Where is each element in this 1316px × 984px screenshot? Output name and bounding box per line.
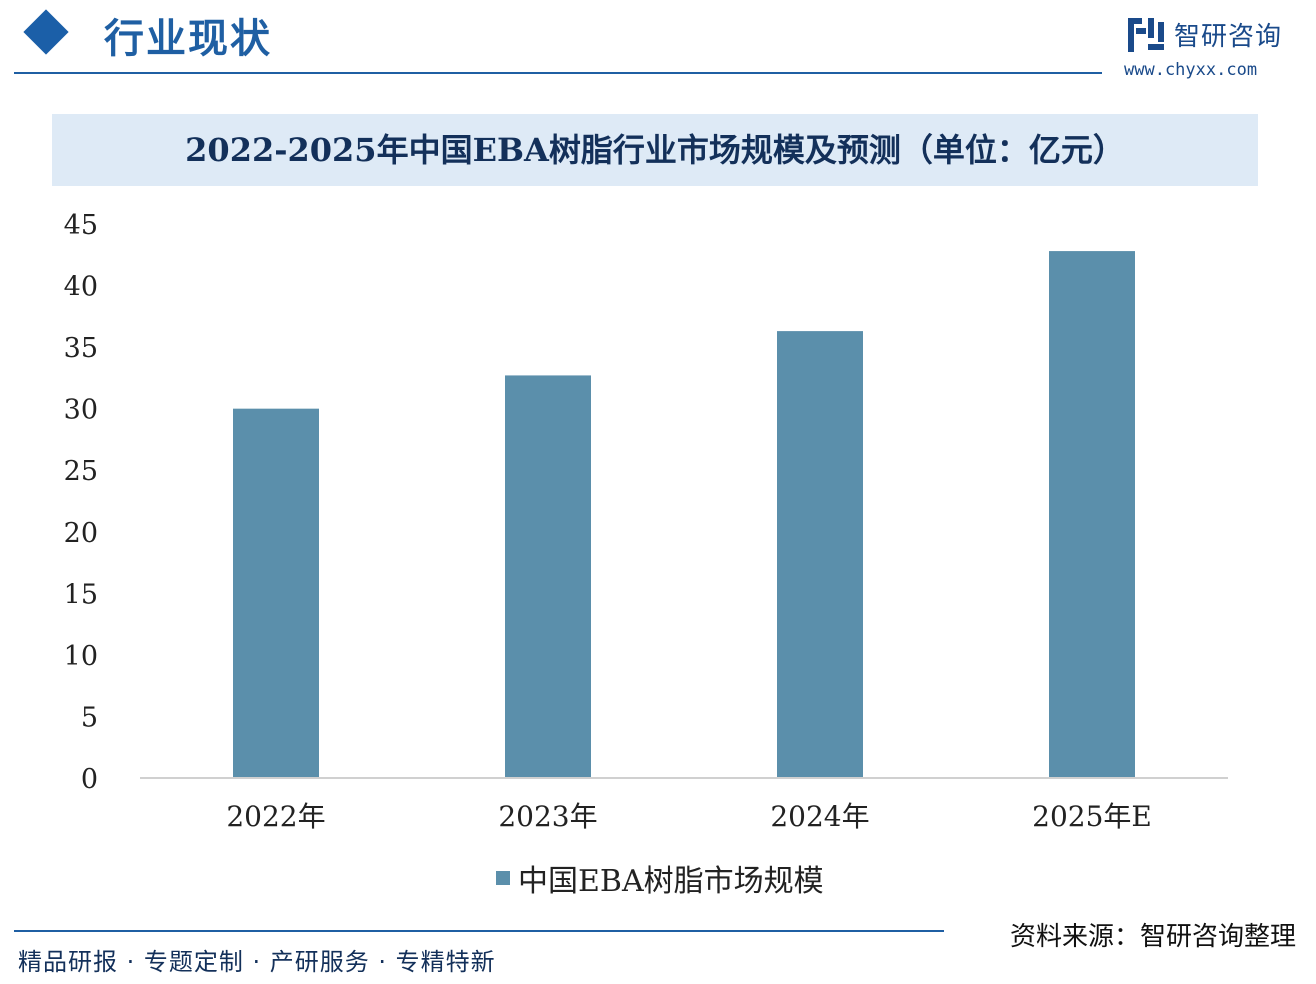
legend: 中国EBA树脂市场规模	[496, 858, 824, 899]
section-title: 行业现状	[104, 16, 272, 62]
y-tick-label: 25	[64, 456, 98, 487]
y-axis: 0 5 10 15 20 25 30 35 40 45	[64, 210, 98, 795]
brand-block: 智研咨询 www.chyxx.com	[1124, 14, 1294, 84]
x-category-label: 2025年E	[1032, 800, 1152, 833]
chart-title-banner: 2022-2025年中国EBA树脂行业市场规模及预测（单位：亿元）	[52, 114, 1258, 186]
y-tick-label: 0	[81, 764, 98, 795]
x-axis: 2022年 2023年 2024年 2025年E	[140, 777, 1228, 833]
brand-logo-icon	[1128, 18, 1164, 52]
footer-tagline: 精品研报 · 专题定制 · 产研服务 · 专精特新	[18, 948, 496, 976]
brand-url: www.chyxx.com	[1124, 60, 1258, 80]
x-category-label: 2023年	[498, 800, 597, 833]
bar	[233, 408, 319, 778]
y-tick-label: 35	[64, 333, 98, 364]
bar	[505, 375, 591, 778]
y-tick-label: 40	[64, 272, 98, 303]
bar	[1049, 251, 1135, 778]
y-tick-label: 10	[64, 641, 98, 672]
header-divider	[14, 72, 1102, 74]
y-tick-label: 15	[64, 579, 98, 610]
legend-label: 中国EBA树脂市场规模	[518, 864, 824, 899]
y-tick-label: 30	[64, 395, 98, 426]
y-tick-label: 5	[81, 702, 98, 733]
y-tick-label: 45	[64, 210, 98, 241]
bar	[777, 331, 863, 778]
x-category-label: 2024年	[770, 800, 869, 833]
brand-name: 智研咨询	[1174, 22, 1283, 52]
y-tick-label: 20	[64, 518, 98, 549]
legend-swatch	[496, 871, 510, 885]
x-category-label: 2022年	[226, 800, 325, 833]
bars	[233, 251, 1135, 778]
chart-title: 2022-2025年中国EBA树脂行业市场规模及预测（单位：亿元）	[185, 131, 1125, 169]
source-note: 资料来源：智研咨询整理	[1010, 922, 1297, 952]
footer-divider	[14, 930, 944, 932]
